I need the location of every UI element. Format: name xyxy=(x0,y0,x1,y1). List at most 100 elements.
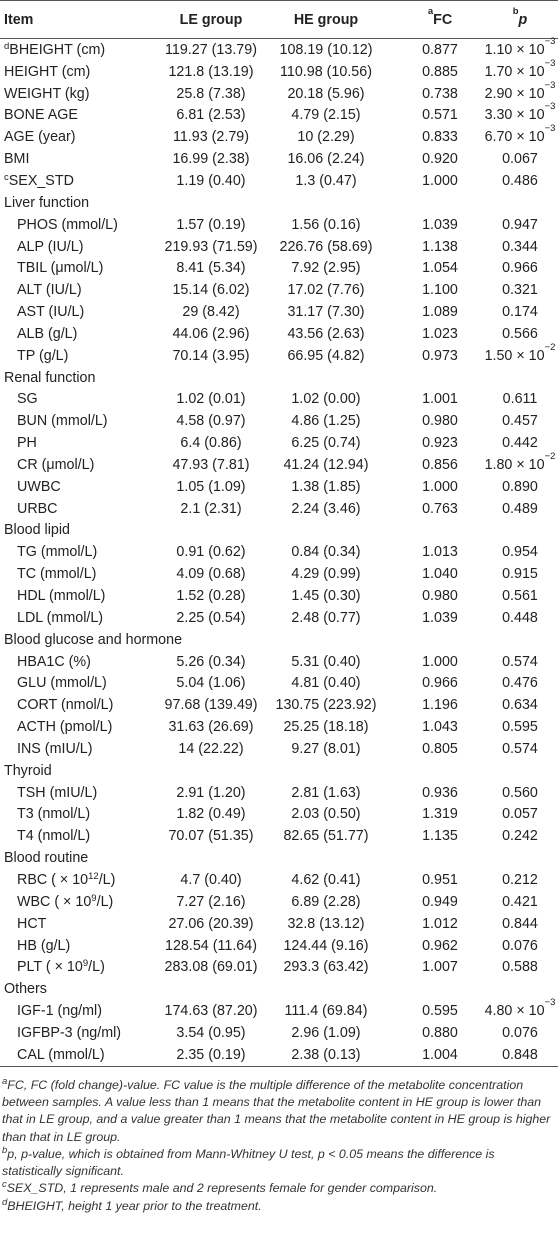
footnote: aFC, FC (fold change)-value. FC value is… xyxy=(2,1076,554,1146)
cell-text: 0.966 xyxy=(422,675,458,692)
cell-text: ALB (g/L) xyxy=(17,325,78,342)
table-row: ALT (IU/L) 15.14 (6.02) 17.02 (7.76) 1.100 0… xyxy=(0,279,558,301)
value-cell: 219.93 (71.59) xyxy=(165,239,258,255)
item-cell: RBC ( × 1012/L) xyxy=(0,872,168,888)
value-cell: 0.574 xyxy=(482,741,558,757)
value-cell: 0.966 xyxy=(398,675,482,691)
cell-text: 0.833 xyxy=(422,129,458,146)
cell-text: 0.915 xyxy=(502,566,538,583)
value-cell: 2.25 (0.54) xyxy=(168,610,254,626)
text: PLT ( × 10 xyxy=(17,959,83,976)
item-cell: HBA1C (%) xyxy=(0,654,168,670)
footnote: bp, p-value, which is obtained from Mann… xyxy=(2,1146,554,1181)
value-cell: 0.486 xyxy=(482,173,558,189)
value-cell: 0.571 xyxy=(398,107,482,123)
header-row: Item LE group HE group a FC b p xyxy=(0,1,558,39)
item-cell: BMI xyxy=(0,151,168,167)
cell-text: 121.8 (13.19) xyxy=(168,63,254,80)
cell-text: 124.44 (9.16) xyxy=(283,937,369,954)
superscript: −3 xyxy=(544,79,556,91)
table-row: ACTH (pmol/L) 31.63 (26.69) 25.25 (18.18) 1… xyxy=(0,716,558,738)
superscript: −2 xyxy=(544,450,556,462)
value-cell: 0.595 xyxy=(482,719,558,735)
value-cell: 0.076 xyxy=(482,938,558,954)
cell-text: 6.89 (2.28) xyxy=(291,893,361,910)
item-cell: WEIGHT (kg) xyxy=(0,86,168,102)
value-cell: 1.135 xyxy=(398,828,482,844)
item-cell: INS (mIU/L) xyxy=(0,741,168,757)
value-cell: 0.973 xyxy=(398,348,482,364)
value-cell: 0.833 xyxy=(398,129,482,145)
cell-text: 2.48 (0.77) xyxy=(291,609,361,626)
cell-text: 29 (8.42) xyxy=(182,304,240,321)
section-row: Blood lipid xyxy=(0,520,558,542)
item-cell: ALT (IU/L) xyxy=(0,282,168,298)
value-cell: 7.92 (2.95) xyxy=(254,260,398,276)
table-row: TBIL (μmol/L) 8.41 (5.34) 7.92 (2.95) 1.054… xyxy=(0,257,558,279)
table-row: CAL (mmol/L) 2.35 (0.19) 2.38 (0.13) 1.004 0… xyxy=(0,1044,558,1067)
section-row: Blood glucose and hormone xyxy=(0,629,558,651)
value-cell: 97.68 (139.49) xyxy=(165,697,258,713)
superscript: c xyxy=(2,1179,7,1191)
value-cell: 0.848 xyxy=(482,1047,558,1063)
value-cell: 0.923 xyxy=(398,435,482,451)
section-row: Others xyxy=(0,978,558,1000)
value-cell: 0.057 xyxy=(482,806,558,822)
item-cell: PHOS (mmol/L) xyxy=(0,217,168,233)
cell-text: 20.18 (5.96) xyxy=(287,85,365,102)
text: 3.30 × 10 xyxy=(484,107,545,124)
cell-text: 47.93 (7.81) xyxy=(172,456,250,473)
value-cell: 1.19 (0.40) xyxy=(168,173,254,189)
value-cell: 1.56 (0.16) xyxy=(254,217,398,233)
table-row: WBC ( × 109/L) 7.27 (2.16) 6.89 (2.28) 0.94… xyxy=(0,891,558,913)
value-cell: 44.06 (2.96) xyxy=(168,326,254,342)
cell-text: 0.457 xyxy=(502,413,538,430)
value-cell: 111.4 (69.84) xyxy=(254,1003,398,1019)
value-cell: 6.4 (0.86) xyxy=(168,435,254,451)
cell-text: ACTH (pmol/L) xyxy=(17,719,113,736)
cell-text: 0.949 xyxy=(422,893,458,910)
text: 1.70 × 10 xyxy=(484,63,545,80)
value-cell: 16.99 (2.38) xyxy=(168,151,254,167)
item-cell: TBIL (μmol/L) xyxy=(0,260,168,276)
cell-text: 44.06 (2.96) xyxy=(172,325,250,342)
cell-text: 10 (2.29) xyxy=(297,129,355,146)
table-row: T3 (nmol/L) 1.82 (0.49) 2.03 (0.50) 1.319 0.… xyxy=(0,804,558,826)
cell-text: 43.56 (2.63) xyxy=(287,325,365,342)
cell-text: 0.242 xyxy=(502,828,538,845)
cell-text: AGE (year) xyxy=(4,129,76,146)
superscript: b xyxy=(512,5,519,17)
value-cell: 1.45 (0.30) xyxy=(254,588,398,604)
cell-text: 31.63 (26.69) xyxy=(168,719,254,736)
item-cell: CAL (mmol/L) xyxy=(0,1047,168,1063)
cell-text: 0.421 xyxy=(502,893,538,910)
section-row: Blood routine xyxy=(0,847,558,869)
value-cell: 0.067 xyxy=(482,151,558,167)
value-cell: 0.448 xyxy=(482,610,558,626)
table-row: HEIGHT (cm) 121.8 (13.19) 110.98 (10.56) 0.… xyxy=(0,59,558,83)
value-cell: 0.951 xyxy=(398,872,482,888)
section-title: Thyroid xyxy=(4,762,52,779)
cell-text: 0.951 xyxy=(422,871,458,888)
cell-text: 1.02 (0.01) xyxy=(176,391,246,408)
cell-text: 0.561 xyxy=(502,588,538,605)
value-cell: 2.91 (1.20) xyxy=(168,785,254,801)
cell-text: 4.86 (1.25) xyxy=(291,413,361,430)
text: 4.80 × 10 xyxy=(484,1003,545,1020)
cell-text: 1.007 xyxy=(422,959,458,976)
table-row: RBC ( × 1012/L) 4.7 (0.40) 4.62 (0.41) 0.95… xyxy=(0,869,558,891)
table-row: INS (mIU/L) 14 (22.22) 9.27 (8.01) 0.805 0.5… xyxy=(0,738,558,760)
cell-text: 4.29 (0.99) xyxy=(291,566,361,583)
cell-text: CR (μmol/L) xyxy=(17,456,95,473)
value-cell: 1.023 xyxy=(398,326,482,342)
value-cell: 0.962 xyxy=(398,938,482,954)
value-cell: 0.844 xyxy=(482,916,558,932)
value-cell: 5.26 (0.34) xyxy=(168,654,254,670)
cell-text: 1.100 xyxy=(422,282,458,299)
text: BHEIGHT (cm) xyxy=(9,41,106,58)
superscript: 9 xyxy=(91,892,97,904)
cell-text: 1.004 xyxy=(422,1046,458,1063)
value-cell: 27.06 (20.39) xyxy=(168,916,254,932)
value-cell: 124.44 (9.16) xyxy=(254,938,398,954)
